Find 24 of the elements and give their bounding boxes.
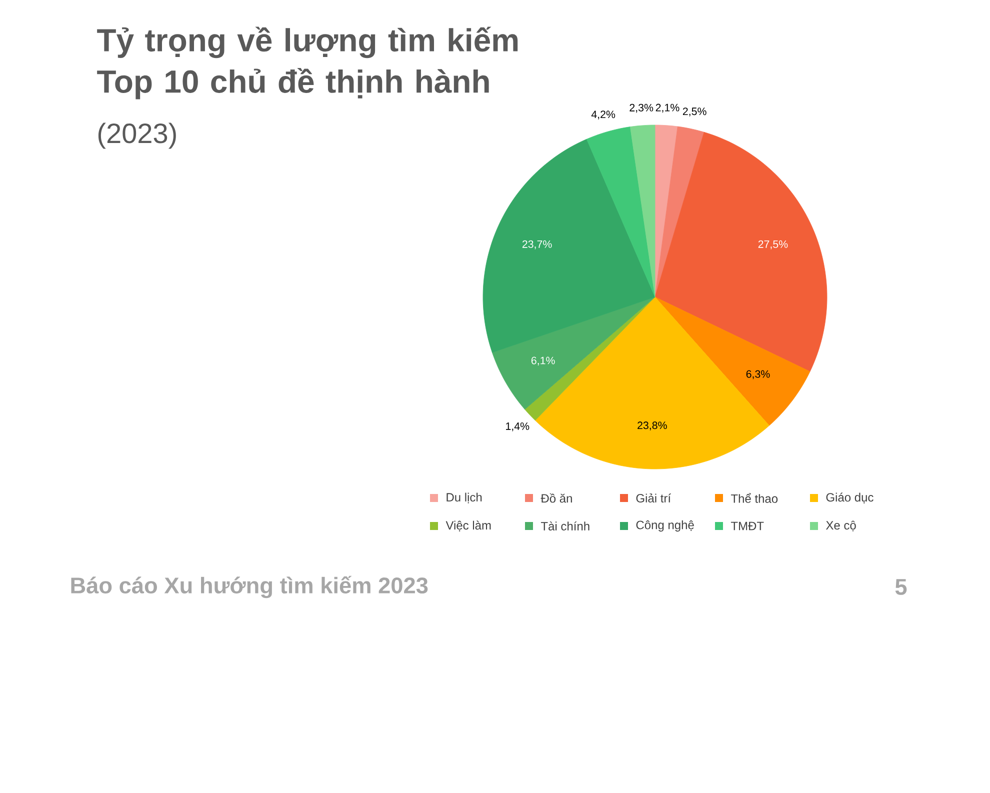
data-label: 4,2% — [591, 110, 616, 120]
data-label: 2,1% — [656, 104, 680, 113]
legend-label: Thể thao — [730, 493, 778, 503]
legend-label: Đồ ăn — [540, 493, 572, 503]
text: 5 — [895, 579, 907, 595]
text: (2023) — [98, 122, 176, 149]
data-label: 1,4% — [506, 422, 530, 432]
legend-label: Du lịch — [446, 492, 482, 504]
data-label: 2,3% — [630, 104, 654, 113]
legend-label: Tài chính — [540, 522, 590, 530]
data-label: 23,7% — [522, 240, 552, 250]
legend-label: Công nghệ — [636, 520, 694, 532]
data-label: 27,5% — [758, 240, 788, 250]
data-label: 6,1% — [531, 356, 555, 366]
legend-label: Việc làm — [446, 520, 491, 532]
data-label: 6,3% — [746, 370, 770, 380]
legend-label: TMĐT — [730, 522, 764, 530]
data-label: 2,5% — [682, 108, 706, 116]
data-label: 23,8% — [638, 422, 667, 430]
text: Báo cáo Xu hướng tìm kiếm 2023 — [71, 576, 428, 598]
chart-title: Tỷ trọng về lượng tìm kiếm Top 10 chủ đề thịnh hành — [97, 26, 518, 100]
legend-label: Xe cộ — [826, 520, 856, 532]
legend-label: Giải trí — [636, 493, 671, 503]
legend-label: Giáo dục — [826, 492, 874, 504]
